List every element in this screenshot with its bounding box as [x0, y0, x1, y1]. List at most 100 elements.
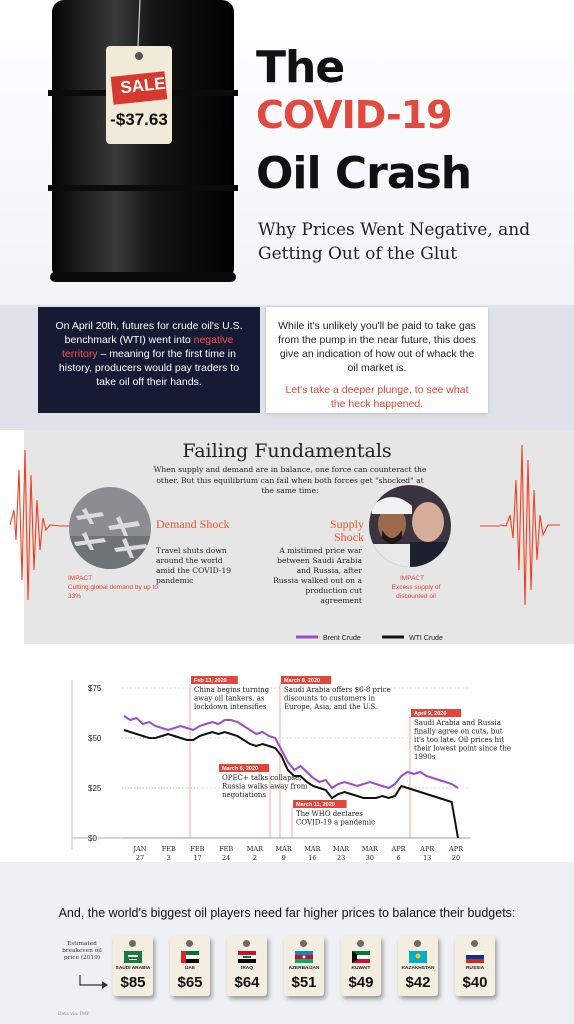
breakeven-price: $65	[177, 974, 203, 991]
x-tick-month: APR	[391, 845, 407, 853]
event-date-badge	[191, 676, 238, 684]
x-tick-month: JAN	[133, 845, 147, 853]
event-date: March 11, 2020	[296, 802, 335, 808]
x-tick-month: MAR	[362, 845, 379, 853]
event-text-line: COVID-19 a pandemic	[296, 819, 375, 827]
budget-tag-russia: RUSSIA $40	[455, 936, 495, 996]
event-text-line: Saudi Arabia and Russia	[414, 719, 501, 727]
wti-crude-line	[123, 729, 459, 839]
country-name: SAUDI ARABIA	[115, 966, 151, 971]
negative-territory-highlight: negative territory	[62, 334, 234, 360]
event-text-line: 1990s	[414, 753, 436, 761]
fundamentals-description: When supply and demand are in balance, o…	[153, 465, 427, 495]
x-tick-day: 16	[308, 854, 316, 862]
supply-impact-text: Excess supply of discounted oil	[391, 584, 441, 600]
event-date: Feb 13, 2020	[194, 678, 227, 684]
y-tick-label: $50	[88, 734, 102, 743]
leaders-photo	[369, 485, 451, 567]
tag-hole	[414, 940, 421, 947]
country-name: KAZAKHSTAN	[401, 966, 435, 971]
x-tick-month: FEB	[190, 845, 204, 853]
demand-shock-text: Travel shuts down around the world amid …	[156, 546, 232, 585]
x-tick-day: 23	[337, 854, 345, 862]
event-text-line: discounts to customers in	[284, 695, 376, 703]
x-tick-month: MAR	[333, 845, 350, 853]
x-tick-day: 27	[136, 854, 144, 862]
event-text-line: Europe, Asia, and the U.S.	[284, 703, 377, 711]
azerbaijan-flag-icon	[295, 951, 313, 963]
legend-wti-label: WTI Crude	[409, 635, 443, 642]
event-text-line: away oil tankers, as	[194, 695, 265, 703]
budget-tag-kuwait: KUWAIT $49	[341, 936, 381, 996]
x-tick-day: 2	[253, 854, 257, 862]
country-name: IRAQ	[241, 966, 253, 971]
oil-price-chart: Brent Crude WTI Crude $75 $50 $25 $0 Feb 13…	[71, 635, 511, 862]
tag-hole	[243, 940, 250, 947]
title-line-1: The	[256, 42, 345, 93]
event-text-line: Saudi Arabia offers $6-8 price	[284, 686, 391, 694]
supply-shock-text: A mistimed price war between Saudi Arabi…	[273, 546, 362, 605]
country-name: KUWAIT	[351, 966, 371, 971]
seismograph-waves	[9, 444, 560, 606]
saudi-flag-icon	[124, 951, 142, 963]
x-tick-day: 6	[396, 854, 400, 862]
event-text-line: negotiations	[222, 791, 266, 799]
y-tick-label: $25	[88, 784, 102, 793]
x-tick-day: 17	[193, 854, 201, 862]
breakeven-price: $40	[462, 974, 488, 991]
uae-flag-icon	[181, 951, 199, 963]
arrow-icon	[79, 975, 108, 989]
budget-tag-kazakhstan: KAZAKHSTAN $42	[398, 936, 438, 996]
intro-left-text-start: On April 20th, futures for crude oil's U…	[55, 320, 243, 346]
iraq-flag-icon	[238, 951, 256, 963]
budget-tag-iraq: IRAQ $64	[227, 936, 267, 996]
russia-flag-icon	[466, 951, 484, 963]
grounded-airplanes-photo	[69, 487, 151, 569]
title-line-3: Oil Crash	[256, 148, 472, 199]
tag-hole	[186, 940, 193, 947]
tag-hole	[129, 940, 136, 947]
event-text-line: finally agree on cuts, but	[414, 728, 503, 736]
x-tick-month: FEB	[162, 845, 176, 853]
event-date-badge	[293, 800, 347, 808]
demand-impact-label: IMPACT	[68, 575, 93, 582]
intro-right-text: While it's unlikely you'll be paid to ta…	[278, 320, 476, 374]
breakeven-label: Estimated breakeven oil price (2019)	[62, 941, 102, 961]
event-date-badge	[411, 709, 462, 717]
country-name: UAE	[184, 966, 196, 971]
budget-tag-uae: UAE $65	[170, 936, 210, 996]
y-tick-label: $75	[88, 684, 102, 693]
x-tick-month: APR	[419, 845, 435, 853]
chart-legend: Brent Crude WTI Crude	[296, 635, 443, 642]
demand-shock-title: Demand Shock	[156, 517, 230, 531]
x-tick-day: 30	[366, 854, 374, 862]
supply-impact-label: IMPACT	[400, 575, 425, 582]
x-tick-month: FEB	[219, 845, 233, 853]
event-text-line: their lowest point since the	[414, 745, 511, 753]
intro-right-cta: Let's take a deeper plunge, to see what …	[285, 384, 469, 410]
event-text-line: The WHO declares	[296, 810, 363, 818]
demand-impact-text: Cutting global demand by up to 33%	[68, 584, 158, 600]
subtitle: Why Prices Went Negative, and Getting Ou…	[258, 220, 531, 264]
breakeven-price: $51	[291, 974, 317, 991]
x-tick-month: APR	[448, 845, 464, 853]
budget-tag-azerbaijan: AZERBAIJAN $51	[284, 936, 324, 996]
x-tick-month: MAR	[276, 845, 293, 853]
budget-title: And, the world's biggest oil players nee…	[58, 906, 516, 920]
breakeven-price: $85	[120, 974, 146, 991]
tag-hole	[471, 940, 478, 947]
intro-right-box: While it's unlikely you'll be paid to ta…	[266, 307, 488, 413]
x-tick-day: 3	[167, 854, 171, 862]
x-tick-month: MAR	[304, 845, 321, 853]
tag-hole	[357, 940, 364, 947]
y-tick-label: $0	[88, 834, 97, 843]
title-line-2: COVID-19	[256, 93, 453, 137]
legend-brent-label: Brent Crude	[323, 635, 361, 642]
event-date-badge	[281, 676, 332, 684]
intro-left-text-end: – meaning for the first time in history,…	[58, 348, 240, 388]
kazakhstan-flag-icon	[409, 951, 427, 963]
x-tick-month: MAR	[247, 845, 264, 853]
price-tag	[106, 46, 172, 144]
x-tick-day: 20	[452, 854, 460, 862]
country-name: RUSSIA	[465, 966, 485, 971]
